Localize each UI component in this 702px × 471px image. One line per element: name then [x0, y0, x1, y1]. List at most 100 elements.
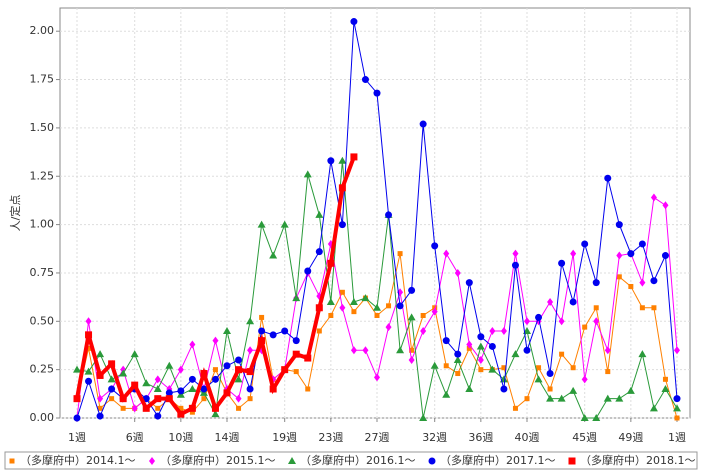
point	[338, 221, 346, 229]
point	[350, 153, 358, 161]
point	[396, 346, 405, 354]
point	[177, 365, 184, 374]
point	[73, 414, 81, 422]
point	[454, 350, 462, 358]
point	[396, 302, 404, 310]
point	[339, 303, 346, 312]
point	[662, 201, 669, 210]
point	[431, 242, 439, 250]
point	[326, 297, 335, 305]
point	[430, 361, 439, 369]
point	[339, 289, 345, 295]
point	[488, 342, 496, 350]
legend-label: （多摩府中）2016.1～	[300, 453, 416, 467]
point	[234, 375, 243, 383]
point	[674, 346, 680, 355]
point	[131, 404, 138, 413]
point	[569, 298, 577, 306]
point	[455, 371, 461, 377]
y-tick-label: 0.75	[30, 266, 55, 279]
legend-marker	[288, 457, 296, 464]
point	[580, 414, 589, 421]
point	[107, 375, 116, 383]
x-tick-label: 40週	[515, 431, 540, 444]
point	[212, 367, 218, 373]
x-tick-label: 45週	[572, 431, 597, 444]
plot-area	[59, 7, 691, 419]
x-tick-label: 10週	[168, 431, 193, 444]
x-tick-label: 36週	[468, 431, 493, 444]
x-tick-label: 32週	[422, 431, 447, 444]
point	[350, 18, 358, 26]
point	[524, 317, 530, 326]
point	[362, 346, 369, 355]
y-axis-label: 人/定点	[8, 195, 22, 232]
point	[546, 370, 554, 378]
point	[501, 365, 507, 371]
point	[535, 313, 543, 321]
point	[661, 384, 670, 392]
point	[593, 305, 599, 311]
point	[235, 394, 242, 403]
point	[165, 389, 173, 397]
point	[131, 381, 139, 389]
point	[178, 405, 184, 411]
point	[97, 394, 104, 403]
point	[328, 313, 334, 318]
point	[304, 354, 312, 362]
point	[96, 350, 105, 358]
point	[223, 362, 231, 370]
point	[616, 251, 623, 260]
point	[246, 385, 254, 393]
point	[84, 367, 93, 375]
point	[650, 277, 658, 285]
point	[582, 324, 588, 330]
point	[258, 337, 266, 345]
point	[604, 174, 612, 182]
point	[338, 156, 347, 164]
point	[385, 323, 392, 332]
point	[361, 76, 369, 84]
point	[408, 286, 416, 294]
point	[431, 307, 438, 316]
point	[142, 404, 150, 412]
point	[662, 376, 668, 382]
point	[374, 373, 380, 382]
point	[211, 404, 219, 412]
point	[569, 386, 578, 394]
point	[476, 342, 485, 350]
point	[97, 405, 103, 411]
point	[466, 340, 473, 349]
point	[130, 350, 139, 358]
point	[361, 294, 370, 302]
point	[165, 361, 174, 369]
point	[673, 395, 681, 403]
x-tick-label: 23週	[318, 431, 343, 444]
point	[639, 278, 646, 287]
legend-box	[4, 451, 698, 470]
point	[108, 385, 116, 393]
point	[385, 211, 393, 219]
point	[293, 369, 299, 375]
point	[109, 396, 115, 402]
point	[188, 384, 197, 392]
x-tick-label: 1週	[68, 431, 86, 444]
point	[649, 404, 658, 412]
point	[315, 248, 323, 256]
point	[465, 384, 474, 392]
x-tick-label: 1週	[668, 431, 686, 444]
x-tick-label: 49週	[618, 431, 643, 444]
legend-label: （多摩府中）2014.1～	[20, 453, 136, 467]
point	[651, 305, 657, 311]
point	[650, 193, 657, 202]
legend-label: （多摩府中）2017.1～	[440, 453, 556, 467]
legend-marker	[568, 457, 576, 465]
point	[165, 395, 173, 403]
point	[188, 375, 196, 383]
point	[408, 355, 415, 364]
y-tick-label: 2.00	[30, 24, 55, 37]
point	[281, 327, 289, 335]
point	[524, 396, 530, 402]
point	[593, 317, 600, 326]
point	[315, 210, 324, 218]
